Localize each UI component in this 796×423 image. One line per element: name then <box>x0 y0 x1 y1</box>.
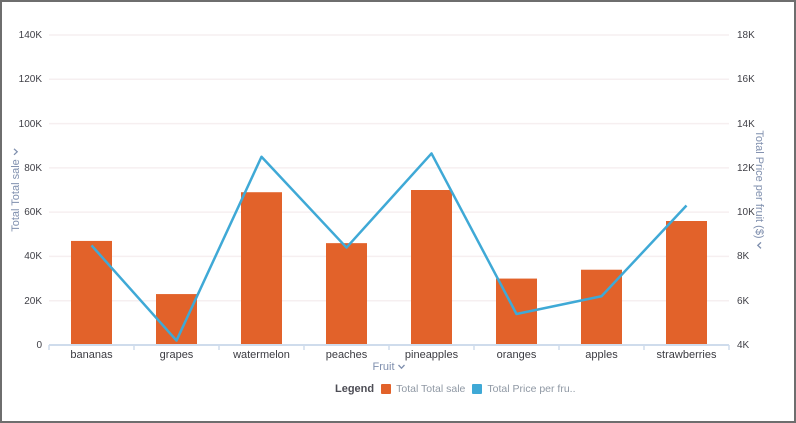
x-axis-title[interactable]: Fruit <box>373 361 406 373</box>
left-axis-tick: 20K <box>24 295 42 307</box>
right-axis-tick: 16K <box>737 74 755 86</box>
right-axis-tick: 12K <box>737 162 755 174</box>
category-label-apples: apples <box>585 349 618 361</box>
bar-grapes[interactable] <box>156 294 197 345</box>
left-axis-tick: 60K <box>24 207 42 219</box>
chevron-down-icon <box>13 148 19 156</box>
left-axis-title-label: Total Total sale <box>10 159 22 232</box>
legend-swatch-icon <box>472 384 483 394</box>
category-label-grapes: grapes <box>159 349 194 361</box>
category-label-bananas: bananas <box>70 349 113 361</box>
bar-watermelon[interactable] <box>241 192 282 345</box>
category-label-strawberries: strawberries <box>656 349 717 361</box>
right-axis-tick: 8K <box>737 251 750 263</box>
bar-peaches[interactable] <box>326 243 367 345</box>
right-axis-title-label: Total Price per fruit ($) <box>753 130 765 239</box>
chevron-down-icon <box>756 242 762 250</box>
chevron-down-icon <box>398 364 406 370</box>
right-axis-tick: 18K <box>737 30 755 41</box>
right-axis-title[interactable]: Total Price per fruit ($) <box>753 130 765 250</box>
right-axis-tick: 6K <box>737 295 750 307</box>
left-axis-tick: 80K <box>24 162 42 174</box>
legend: Legend Total Total sale Total Price per … <box>335 382 576 396</box>
right-axis-tick: 14K <box>737 118 755 130</box>
right-axis-tick: 4K <box>737 340 750 351</box>
left-axis-tick: 0 <box>36 340 42 351</box>
left-axis-tick: 100K <box>18 118 42 130</box>
bar-bananas[interactable] <box>71 240 112 345</box>
left-axis-title[interactable]: Total Total sale <box>10 148 22 232</box>
right-axis-tick: 10K <box>737 207 755 219</box>
legend-swatch-icon <box>381 384 392 394</box>
bar-strawberries[interactable] <box>666 221 707 345</box>
legend-item-price-per-fruit[interactable]: Total Price per fru.. <box>472 383 576 395</box>
category-label-oranges: oranges <box>496 349 537 361</box>
category-label-peaches: peaches <box>325 349 368 361</box>
price-per-fruit-line[interactable] <box>90 152 688 342</box>
legend-item-total-sale[interactable]: Total Total sale <box>381 383 465 395</box>
x-axis-title-label: Fruit <box>372 361 395 373</box>
left-axis-tick: 40K <box>24 251 42 263</box>
bar-pineapples[interactable] <box>411 190 452 345</box>
left-axis-tick: 140K <box>18 30 42 41</box>
category-label-pineapples: pineapples <box>404 349 459 361</box>
legend-title: Legend <box>335 383 375 395</box>
category-label-watermelon: watermelon <box>233 349 290 361</box>
left-axis-tick: 120K <box>18 74 42 86</box>
